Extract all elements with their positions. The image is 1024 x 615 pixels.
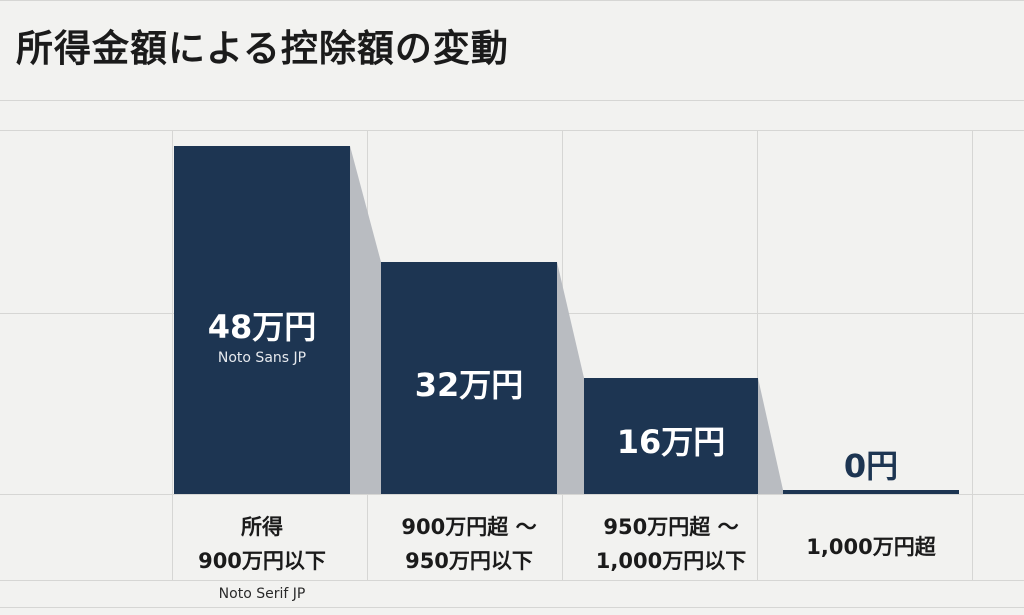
bar-shadow-2 — [758, 378, 783, 494]
category-label-2-0: 950万円超 ～ — [603, 515, 738, 539]
axis-annotation: Noto Serif JP — [219, 586, 306, 602]
bar-shadow-1 — [557, 262, 584, 494]
value-label-0: 48万円 — [208, 308, 317, 346]
category-label-0-0: 所得 — [241, 515, 283, 539]
category-label-0-1: 900万円以下 — [198, 549, 326, 573]
bar-2 — [584, 378, 758, 494]
bar-annotation: Noto Sans JP — [218, 350, 306, 366]
value-label-3: 0円 — [844, 447, 898, 485]
category-label-1-0: 900万円超 ～ — [401, 515, 536, 539]
category-label-3-0: 1,000万円超 — [806, 535, 936, 559]
bar-3 — [783, 490, 959, 494]
value-label-1: 32万円 — [415, 366, 524, 404]
value-label-2: 16万円 — [617, 423, 726, 461]
category-label-1-1: 950万円以下 — [405, 549, 533, 573]
category-label-2-1: 1,000万円以下 — [596, 549, 746, 573]
bar-0 — [174, 146, 350, 494]
bar-shadow-0 — [350, 146, 381, 494]
bar-1 — [381, 262, 557, 494]
chart-title: 所得金額による控除額の変動 — [16, 27, 509, 70]
